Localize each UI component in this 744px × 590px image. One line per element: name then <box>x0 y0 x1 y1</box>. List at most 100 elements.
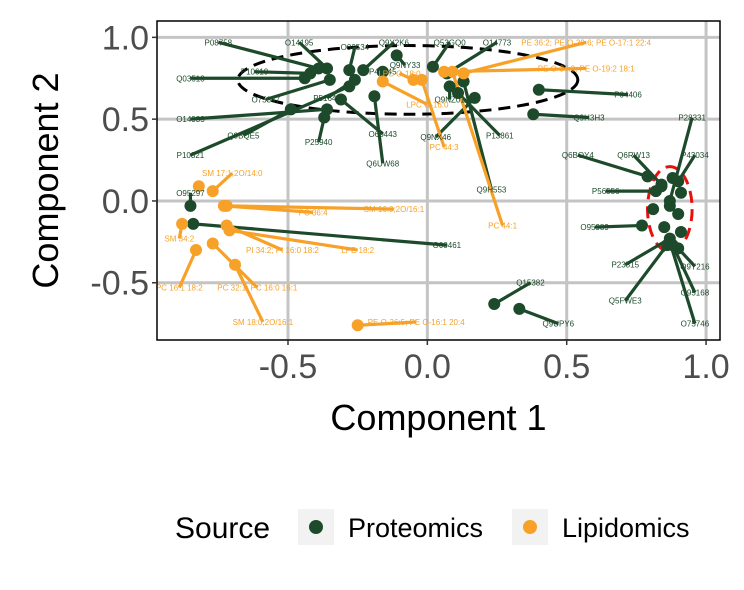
point-label: Q6RW13 <box>617 151 650 160</box>
label-connector <box>462 81 494 190</box>
proteomics-point <box>655 180 668 193</box>
lipidomics-point <box>229 258 242 271</box>
point-label: SM 18:0;2O/16:1 <box>233 318 294 327</box>
point-label: O00461 <box>433 241 462 250</box>
legend-key-lipidomics <box>523 520 537 534</box>
label-connector <box>223 204 314 214</box>
point-label: P10619 <box>241 68 269 77</box>
proteomics-point <box>658 221 671 234</box>
lipidomics-point <box>192 180 205 193</box>
label-connector <box>382 80 429 106</box>
point-label: Q9UPY6 <box>543 320 575 329</box>
point-label: Q9BQE5 <box>227 132 260 141</box>
lipidomics-point <box>438 65 451 78</box>
label-connector <box>357 320 417 327</box>
proteomics-point <box>426 60 439 73</box>
y-tick-label: 0.5 <box>102 101 149 139</box>
point-label: P23515 <box>611 261 639 270</box>
point-label: P13861 <box>486 132 514 141</box>
proteomics-point <box>318 111 331 124</box>
proteomics-point <box>187 217 200 230</box>
label-connector <box>229 228 358 252</box>
lipidomics-point <box>415 73 428 86</box>
proteomics-point <box>376 65 389 78</box>
point-label: PC 44:3 <box>430 143 459 152</box>
label-connector <box>463 40 587 75</box>
lipidomics-point <box>457 67 470 80</box>
data-points <box>176 49 687 332</box>
proteomics-point <box>647 203 660 216</box>
plot-panel-border <box>156 20 721 341</box>
point-label: Q9NY33 <box>390 61 421 70</box>
legend-title: Source <box>175 512 270 545</box>
lipidomics-point <box>376 75 389 88</box>
point-label: Q9NX46 <box>420 133 451 142</box>
label-connector <box>594 223 643 229</box>
point-label: O60443 <box>369 130 398 139</box>
y-axis-title: Component 2 <box>25 72 66 288</box>
label-connector <box>254 70 311 75</box>
lipidomics-point <box>206 185 219 198</box>
point-label: Q9Y216 <box>680 262 710 271</box>
label-connector <box>226 204 394 211</box>
point-label: P43034 <box>681 151 709 160</box>
lipidomics-point <box>351 319 364 332</box>
proteomics-point <box>663 199 676 212</box>
point-label: O00534 <box>341 43 370 52</box>
point-label: PE 36:2; PE O-39:6; PE O-17:1 22:4 <box>521 38 651 47</box>
point-label: PC 44:1 <box>488 221 517 230</box>
proteomics-point <box>674 186 687 199</box>
point-label: SM 17:1;2O/14:0 <box>202 169 263 178</box>
point-label: P04406 <box>614 91 642 100</box>
confidence-ellipse <box>236 44 580 116</box>
point-label: O75746 <box>681 320 710 329</box>
label-connector <box>233 264 265 323</box>
label-connector <box>518 307 559 326</box>
label-connector <box>372 96 385 164</box>
label-connector <box>456 91 501 137</box>
label-connector <box>577 153 649 178</box>
point-label: Q5FWE3 <box>609 297 642 306</box>
label-connector <box>362 41 395 72</box>
point-labels: P08758 O14195 O00534 Q9Y2K6 Q9NY33 Q53GQ0 O147… <box>156 38 710 328</box>
point-label: O14195 <box>285 38 314 47</box>
legend-label-proteomics: Proteomics <box>348 513 483 543</box>
proteomics-point <box>284 103 297 116</box>
proteomics-point <box>672 208 685 221</box>
x-tick-label: -0.5 <box>259 348 318 386</box>
proteomics-point <box>532 83 545 96</box>
x-tick-label: 0.5 <box>543 348 590 386</box>
point-label: PC 36:4 <box>299 208 328 217</box>
proteomics-point <box>343 80 356 93</box>
point-label: LPE 18:2 <box>341 246 374 255</box>
lipidomics-point <box>206 237 219 250</box>
label-connector <box>339 98 384 136</box>
point-label: Q6BOY4 <box>562 151 595 160</box>
label-connector <box>668 117 694 202</box>
point-label: PI 34:2; PI 16:0 18:2 <box>246 246 319 255</box>
proteomics-point <box>321 62 334 75</box>
proteomics-point <box>635 219 648 232</box>
proteomics-point <box>666 172 679 185</box>
point-label: P28331 <box>678 114 706 123</box>
label-connector <box>538 88 629 97</box>
point-label: PC 32:1; PC 16:0 16:1 <box>217 284 298 293</box>
proteomics-point <box>527 108 540 121</box>
label-connector <box>226 224 284 252</box>
point-label: Q9H553 <box>477 185 507 194</box>
y-axis-ticks: -0.5 0.0 0.5 1.0 <box>90 19 157 303</box>
x-axis-title: Component 1 <box>330 397 546 438</box>
proteomics-point <box>334 93 347 106</box>
proteomics-point <box>488 298 501 311</box>
point-label: O95168 <box>681 289 710 298</box>
label-connector <box>623 244 669 302</box>
point-label: SM 16:0;2O/16:1 <box>364 205 425 214</box>
point-label: O95989 <box>580 223 609 232</box>
proteomics-point <box>298 72 311 85</box>
point-label: P10321 <box>177 151 205 160</box>
point-label: LPC O-18:0 <box>378 69 421 78</box>
point-label: P08758 <box>205 38 233 47</box>
point-label: Q6UW68 <box>366 159 399 168</box>
point-label: P42345 <box>369 68 397 77</box>
